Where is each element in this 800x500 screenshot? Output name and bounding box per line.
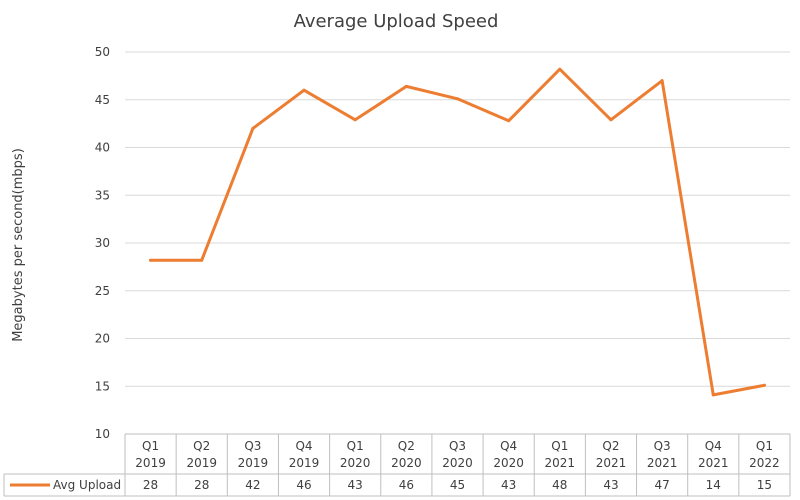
gridlines [125,51,790,387]
data-point [353,118,357,122]
data-point [609,118,613,122]
data-label: 43 [348,478,363,492]
x-tick-label: 2020 [391,456,422,470]
y-tick-label: 30 [95,236,110,250]
x-tick-label: Q1 [756,439,773,453]
data-point [456,97,459,101]
data-point [404,84,408,88]
x-tick-label: Q1 [551,439,568,453]
data-label: 45 [450,478,465,492]
y-tick-label: 35 [95,188,110,202]
data-label: 46 [296,478,311,492]
x-tick-label: 2021 [698,456,729,470]
x-tick-label: 2021 [596,456,627,470]
x-tick-label: Q4 [500,439,517,453]
data-label: 28 [143,478,158,492]
x-tick-label: Q4 [295,439,312,453]
x-tick-label: Q1 [347,439,364,453]
data-point [302,88,306,92]
x-tick-label: 2020 [493,456,524,470]
y-tick-label: 40 [95,141,110,155]
x-tick-label: Q3 [654,439,671,453]
y-tick-label: 10 [95,427,110,441]
data-label: 28 [194,478,209,492]
x-tick-label: Q2 [602,439,619,453]
data-label: 47 [654,478,669,492]
x-tick-label: 2021 [647,456,678,470]
x-tick-label: Q2 [193,439,210,453]
data-point [149,258,153,262]
data-label: 15 [757,478,772,492]
x-tick-label: 2019 [135,456,166,470]
x-tick-label: Q3 [449,439,466,453]
data-point [762,383,766,387]
x-tick-label: Q1 [142,439,159,453]
data-label: 14 [706,478,721,492]
y-tick-label: 25 [95,284,110,298]
data-table: Q1 2019 Q2 2019 Q3 2019 Q4 2019 Q1 2020 Q2 2020 Q3 20… [3,433,791,497]
y-tick-label: 45 [95,93,110,107]
x-tick-label: 2020 [442,456,473,470]
data-point [558,67,562,71]
legend-label: Avg Upload [53,478,121,492]
y-tick-label: 20 [95,332,110,346]
series-line [149,67,766,397]
y-tick-label: 50 [95,45,110,59]
data-label: 42 [245,478,260,492]
data-point [200,258,204,262]
x-tick-label: 2019 [238,456,269,470]
y-axis-ticks: 10 15 20 25 30 35 40 45 50 [95,45,110,441]
data-label: 46 [399,478,414,492]
data-point [711,393,715,397]
chart-title: Average Upload Speed [294,11,499,32]
data-point [507,119,511,123]
x-tick-label: 2019 [186,456,217,470]
series-avg-upload [149,67,766,397]
data-label: 43 [603,478,618,492]
data-point [660,79,664,83]
x-tick-label: Q4 [705,439,722,453]
y-axis-label: Megabytes per second(mbps) [11,148,26,342]
x-tick-label: 2021 [545,456,576,470]
x-tick-label: 2019 [289,456,320,470]
data-label: 43 [501,478,516,492]
x-tick-label: 2022 [749,456,780,470]
data-point [251,126,255,130]
data-label: 48 [552,478,567,492]
x-tick-label: 2020 [340,456,371,470]
x-tick-label: Q3 [244,439,261,453]
x-tick-label: Q2 [398,439,415,453]
y-tick-label: 15 [95,379,110,393]
